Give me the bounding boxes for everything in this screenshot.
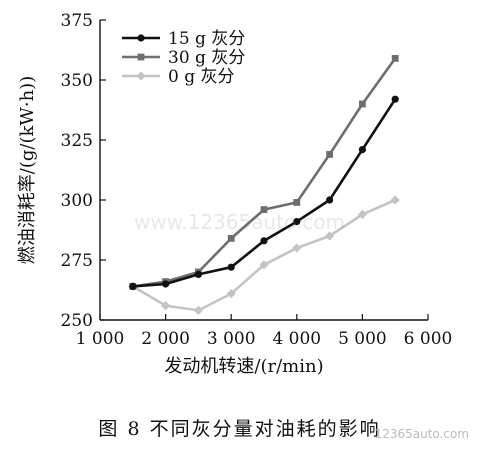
y-axis-title: 燃油消耗率/(g/(kW·h)) — [17, 76, 38, 264]
data-point — [326, 196, 334, 204]
x-tick-label: 2 000 — [141, 329, 190, 349]
data-point — [129, 282, 137, 290]
series-line — [132, 98, 397, 288]
data-point — [227, 263, 235, 271]
x-axis-title: 发动机转速/(r/min) — [164, 356, 323, 377]
data-point — [325, 231, 335, 241]
series-0 — [129, 95, 399, 290]
x-tick-label: 3 000 — [207, 329, 256, 349]
watermark: www.12365auto.com — [134, 210, 345, 234]
x-tick-label: 5 000 — [338, 329, 387, 349]
corner-watermark: 12365auto.com — [374, 427, 469, 441]
data-point — [326, 151, 333, 158]
data-point — [292, 243, 302, 253]
data-point — [162, 280, 170, 288]
data-point — [358, 146, 366, 154]
data-point — [359, 100, 366, 108]
y-tick-label: 250 — [61, 311, 93, 331]
legend-marker — [137, 53, 145, 61]
y-tick-label: 275 — [61, 251, 93, 271]
data-point — [391, 95, 399, 103]
series-1 — [129, 55, 399, 290]
data-point — [293, 218, 301, 226]
y-tick-label: 350 — [61, 71, 93, 91]
x-tick-label: 6 000 — [404, 329, 453, 349]
legend-marker — [137, 34, 145, 42]
data-point — [227, 235, 235, 242]
data-point — [390, 195, 400, 205]
data-point — [193, 305, 203, 315]
series-line — [132, 57, 397, 288]
legend-label: 0 g 灰分 — [168, 67, 235, 87]
tick-group: 250 275 300 325 350 375 1 000 2 000 3 000 4 000 5 … — [61, 11, 453, 349]
data-point — [226, 289, 236, 299]
y-tick-label: 325 — [61, 131, 93, 151]
x-tick-label: 1 000 — [76, 329, 125, 349]
data-point — [161, 301, 171, 311]
x-tick-label: 4 000 — [272, 329, 321, 349]
data-point — [357, 209, 367, 219]
legend-label: 30 g 灰分 — [168, 48, 245, 68]
series-2 — [128, 195, 400, 315]
legend-marker — [136, 71, 146, 81]
data-point — [260, 237, 268, 245]
y-tick-label: 375 — [61, 11, 93, 31]
series-group — [128, 55, 400, 315]
y-tick-label: 300 — [61, 191, 93, 211]
data-point — [260, 206, 268, 213]
data-point — [194, 270, 202, 278]
axes — [99, 20, 428, 321]
legend-label: 15 g 灰分 — [168, 29, 245, 49]
figure-caption: 图 8 不同灰分量对油耗的影响 — [98, 418, 381, 440]
data-point — [293, 199, 301, 206]
data-point — [391, 55, 399, 62]
data-point — [259, 260, 269, 270]
